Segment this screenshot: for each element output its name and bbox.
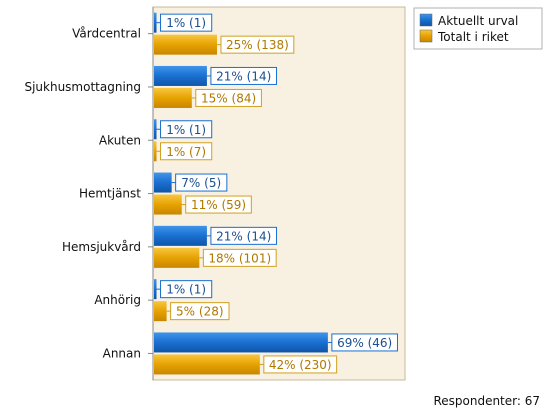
data-label-1-1: 15% (84): [201, 91, 256, 105]
bar-1-2: [154, 141, 157, 162]
data-label-0-5: 1% (1): [166, 283, 206, 297]
plot-area: [152, 6, 406, 381]
legend-box: [413, 7, 543, 50]
data-label-1-5: 5% (28): [176, 305, 223, 319]
bar-0-0: [154, 12, 157, 33]
data-label-0-3: 7% (5): [181, 176, 221, 190]
bar-0-1: [154, 65, 207, 86]
legend-swatch-0: [419, 13, 433, 27]
data-label-0-0: 1% (1): [166, 16, 206, 30]
category-label-6: Annan: [103, 346, 141, 360]
data-label-box-0-0: [160, 13, 213, 32]
data-label-1-0: 25% (138): [226, 38, 289, 52]
bar-1-0: [154, 34, 217, 55]
data-label-box-1-5: [170, 302, 230, 321]
data-label-0-2: 1% (1): [166, 123, 206, 137]
category-label-0: Vårdcentral: [72, 27, 141, 41]
category-label-3: Hemtjänst: [79, 187, 141, 201]
legend-swatch-1: [419, 29, 433, 43]
bar-1-3: [154, 194, 182, 215]
bar-0-6: [154, 332, 328, 353]
data-label-box-1-2: [160, 142, 213, 161]
category-label-1: Sjukhusmottagning: [24, 80, 141, 94]
bar-1-4: [154, 247, 200, 268]
category-label-4: Hemsjukvård: [62, 240, 141, 254]
bar-0-5: [154, 279, 157, 300]
bar-1-1: [154, 87, 192, 108]
data-label-0-6: 69% (46): [337, 336, 392, 350]
data-label-1-3: 11% (59): [191, 198, 246, 212]
bar-1-6: [154, 354, 260, 375]
data-label-box-0-5: [160, 280, 213, 299]
data-label-box-0-4: [210, 226, 278, 245]
data-label-box-0-6: [331, 333, 398, 352]
respondents-count: Respondenter: 67: [433, 394, 540, 408]
data-label-0-1: 21% (14): [216, 69, 271, 83]
bar-0-3: [154, 172, 172, 193]
data-label-box-1-4: [202, 248, 277, 267]
data-label-1-2: 1% (7): [166, 145, 206, 159]
category-label-2: Akuten: [99, 133, 141, 147]
data-label-box-0-3: [175, 173, 228, 192]
data-label-1-6: 42% (230): [269, 358, 332, 372]
data-label-0-4: 21% (14): [216, 229, 271, 243]
data-label-1-4: 18% (101): [208, 251, 271, 265]
bar-0-4: [154, 225, 207, 246]
data-label-box-1-6: [263, 355, 338, 374]
legend-label-0: Aktuellt urval: [438, 14, 518, 28]
data-label-box-1-1: [195, 88, 262, 107]
category-label-5: Anhörig: [94, 293, 141, 307]
data-label-box-1-3: [185, 195, 252, 214]
data-label-box-1-0: [220, 35, 295, 54]
bar-0-2: [154, 119, 157, 140]
bar-1-5: [154, 301, 167, 322]
data-label-box-0-1: [210, 66, 278, 85]
data-label-box-0-2: [160, 120, 213, 139]
legend-label-1: Totalt i riket: [437, 30, 509, 44]
